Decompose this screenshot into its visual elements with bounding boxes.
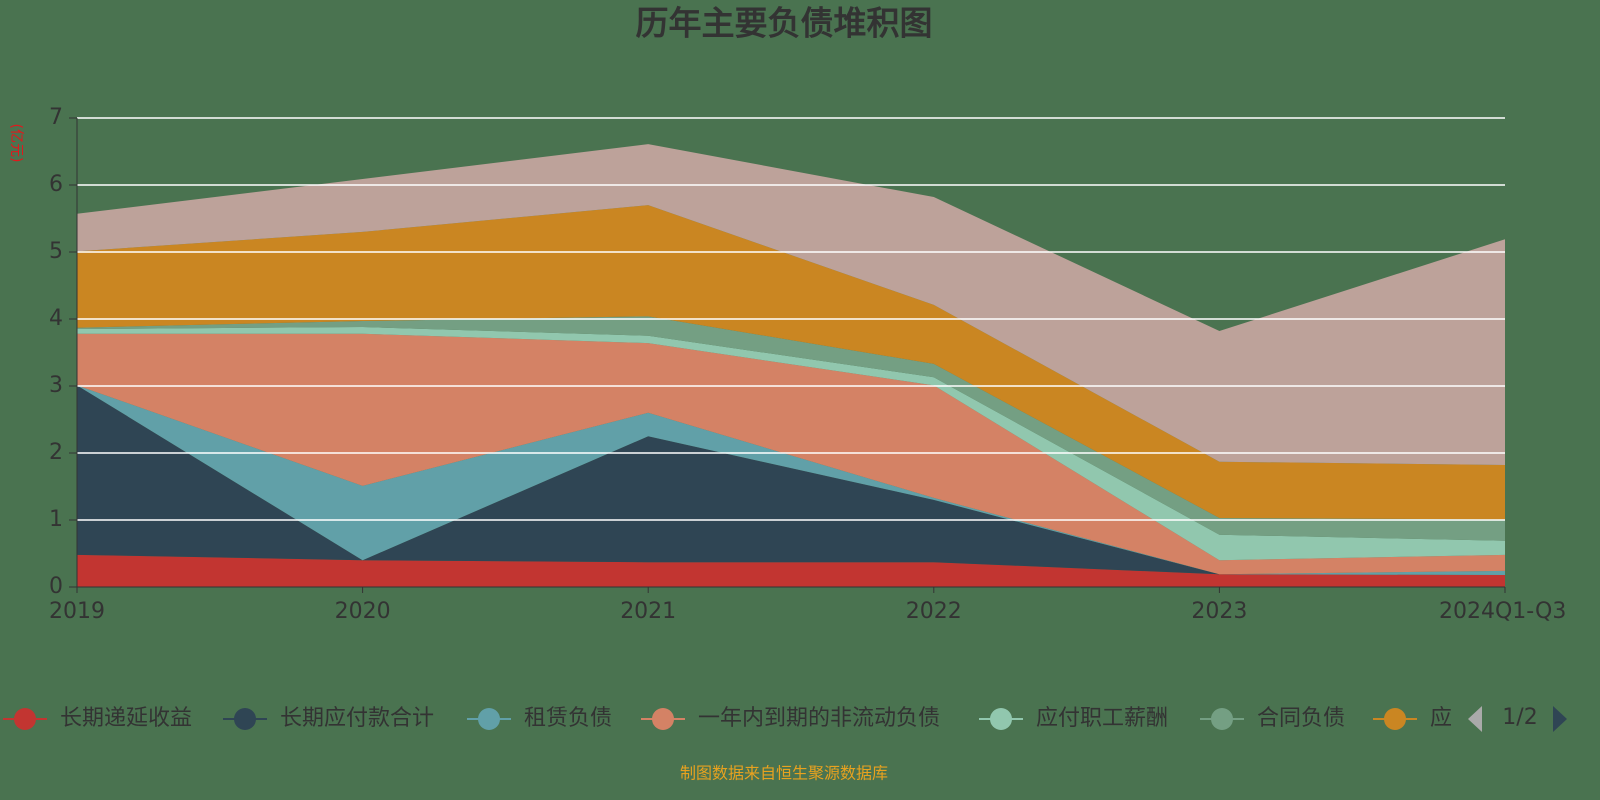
area (77, 316, 1505, 541)
x-tick-label: 2021 (620, 599, 676, 624)
area (77, 333, 1505, 575)
legend-prev[interactable] (1468, 706, 1482, 732)
y-tick-label: 0 (49, 574, 63, 599)
legend-next[interactable] (1553, 706, 1567, 732)
legend-marker (234, 708, 256, 730)
chart-title: 历年主要负债堆积图 (636, 4, 933, 43)
y-tick-label: 5 (49, 239, 63, 264)
y-tick-label: 3 (49, 373, 63, 398)
legend-marker (478, 708, 500, 730)
legend-marker (1211, 708, 1233, 730)
legend-marker (652, 708, 674, 730)
legend-label: 租赁负债 (524, 706, 612, 731)
legend-marker (990, 708, 1012, 730)
x-tick-label: 2024Q1-Q3 (1439, 599, 1566, 624)
areas (77, 144, 1505, 587)
legend-label: 应 (1430, 706, 1452, 731)
area (77, 385, 1505, 575)
y-tick-label: 7 (49, 105, 63, 130)
legend-label: 长期应付款合计 (280, 706, 434, 731)
y-tick-label: 6 (49, 172, 63, 197)
x-tick-label: 2020 (335, 599, 391, 624)
area (77, 205, 1505, 520)
y-tick-label: 4 (49, 306, 63, 331)
x-tick-label: 2023 (1191, 599, 1247, 624)
legend-label: 一年内到期的非流动负债 (698, 706, 940, 731)
y-axis-label: (亿元) (8, 124, 24, 163)
area (77, 144, 1505, 466)
legend-label: 长期递延收益 (60, 706, 192, 731)
legend-page: 1/2 (1502, 705, 1537, 730)
area (77, 327, 1505, 561)
legend-label: 应付职工薪酬 (1036, 706, 1168, 731)
x-tick-label: 2019 (49, 599, 105, 624)
area (77, 554, 1505, 587)
area (77, 385, 1505, 575)
x-tick-label: 2022 (906, 599, 962, 624)
legend-marker (1384, 708, 1406, 730)
source-note: 制图数据来自恒生聚源数据库 (680, 764, 888, 783)
y-tick-label: 1 (49, 507, 63, 532)
legend-marker (14, 708, 36, 730)
y-tick-label: 2 (49, 440, 63, 465)
legend-label: 合同负债 (1257, 706, 1345, 731)
